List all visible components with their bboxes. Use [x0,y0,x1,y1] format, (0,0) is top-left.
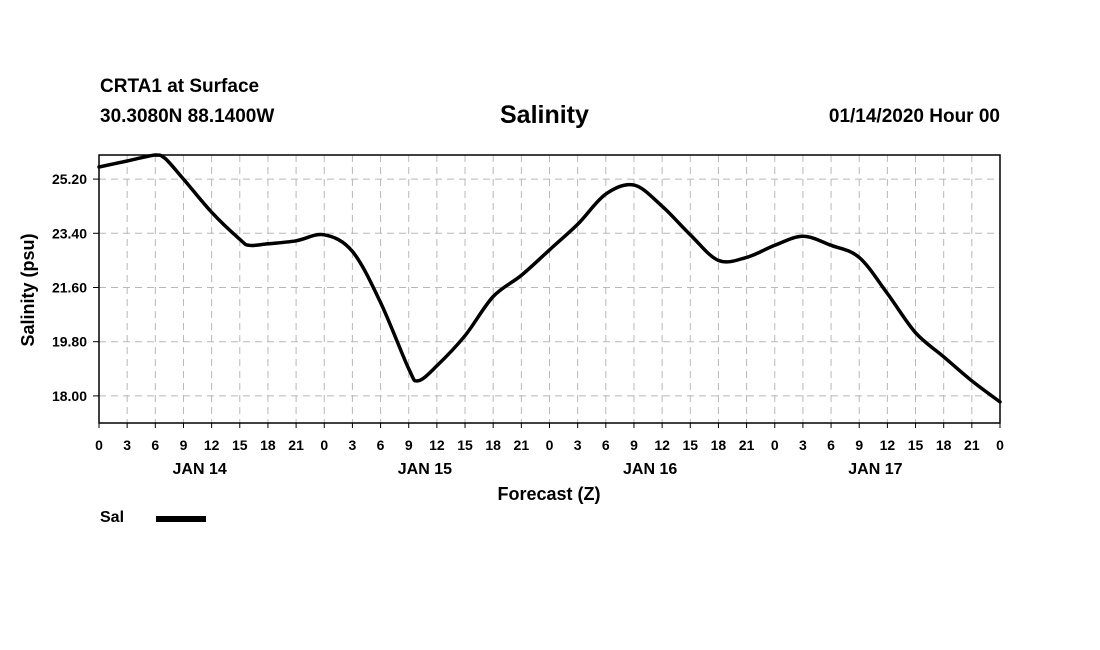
y-axis-title: Salinity (psu) [18,233,38,346]
day-label: JAN 17 [848,461,902,478]
x-tick-label: 21 [288,437,304,453]
x-tick-label: 9 [855,437,863,453]
legend: Sal [100,509,207,527]
x-tick-label: 3 [574,437,582,453]
x-tick-label: 15 [232,437,248,453]
legend-swatch [156,516,207,522]
x-tick-label: 12 [880,437,896,453]
x-tick-label: 21 [514,437,530,453]
x-tick-label: 18 [485,437,501,453]
x-tick-label: 0 [546,437,554,453]
x-tick-label: 9 [180,437,188,453]
x-tick-label: 9 [405,437,413,453]
x-tick-label: 0 [996,437,1004,453]
x-tick-label: 3 [349,437,357,453]
grid [99,155,1000,423]
station-name: CRTA1 at Surface [100,76,260,97]
x-tick-label: 12 [429,437,445,453]
day-label: JAN 15 [398,461,452,478]
x-tick-label: 3 [799,437,807,453]
y-tick-label: 23.40 [52,225,87,241]
x-tick-label: 0 [771,437,779,453]
axis-ticks: 0 3 6 9 12 15 18 21 0 3 6 9 12 15 18 21 0 3 6 9 12 15 18 21 0 3 6 9… [52,171,1004,478]
day-label: JAN 14 [173,461,227,478]
x-tick-label: 0 [320,437,328,453]
x-tick-label: 21 [739,437,755,453]
x-tick-label: 15 [908,437,924,453]
x-tick-label: 12 [204,437,220,453]
x-tick-label: 18 [936,437,952,453]
x-tick-label: 15 [457,437,473,453]
x-tick-label: 18 [260,437,276,453]
y-tick-label: 21.60 [52,279,87,295]
x-tick-label: 9 [630,437,638,453]
x-tick-label: 6 [377,437,385,453]
x-tick-label: 18 [711,437,727,453]
x-tick-label: 6 [827,437,835,453]
y-tick-label: 25.20 [52,171,87,187]
day-label: JAN 16 [623,461,677,478]
forecast-datetime: 01/14/2020 Hour 00 [828,106,1000,127]
salinity-series-line [97,153,1002,404]
chart-title: Salinity [500,101,589,129]
x-tick-label: 12 [654,437,670,453]
y-tick-label: 18.00 [52,388,87,404]
x-tick-label: 0 [95,437,103,453]
x-tick-label: 15 [682,437,698,453]
x-tick-label: 21 [964,437,980,453]
x-tick-label: 6 [151,437,159,453]
x-axis-title: Forecast (Z) [497,484,600,504]
x-tick-label: 6 [602,437,610,453]
legend-label: Sal [100,509,125,526]
y-tick-label: 19.80 [52,334,87,350]
station-coordinates: 30.3080N 88.1400W [100,106,275,127]
x-tick-label: 3 [123,437,131,453]
